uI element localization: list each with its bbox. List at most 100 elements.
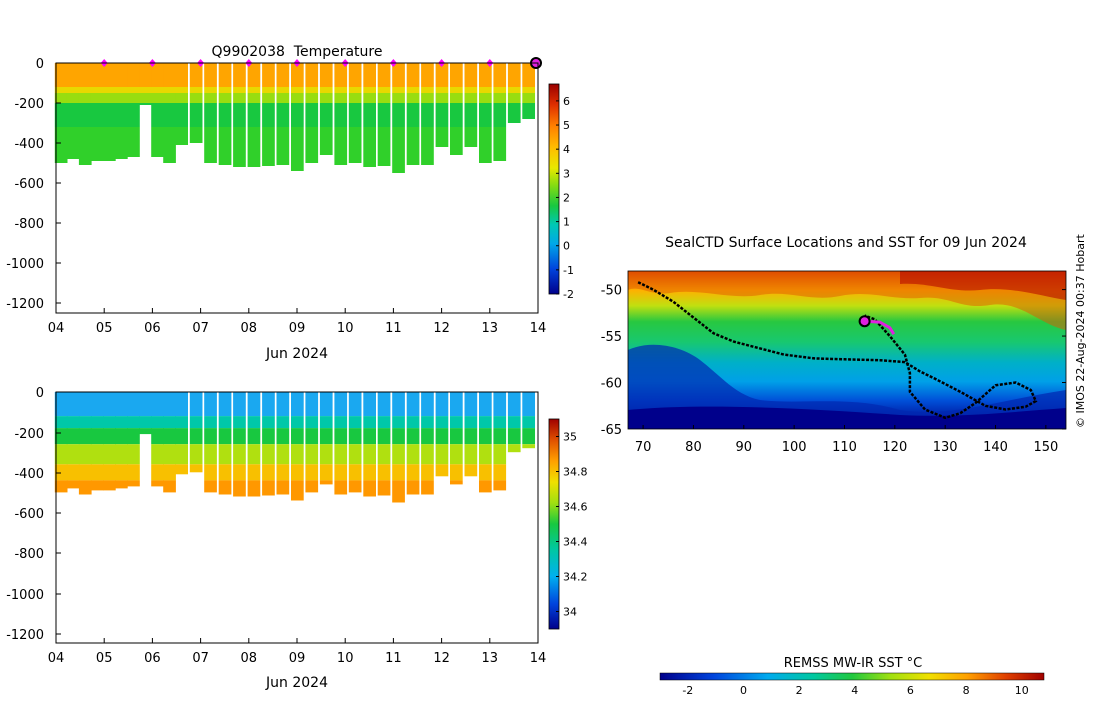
profile-cell — [493, 416, 507, 429]
colorbar-tick-label: 6 — [563, 95, 570, 108]
profile-cell — [377, 127, 391, 166]
profile-cell — [435, 93, 449, 103]
sst-map-field — [628, 271, 1066, 429]
profile-cell — [163, 444, 176, 465]
profile-cell — [348, 428, 362, 445]
profile-cell — [435, 63, 449, 87]
profile-cell — [262, 428, 275, 445]
profile-cell — [66, 87, 80, 93]
profile-cell — [291, 127, 304, 171]
x-tick: 09 — [289, 638, 305, 666]
profile-cell — [435, 87, 449, 93]
y-tick-label: -1000 — [6, 588, 44, 603]
y-tick: 0 — [36, 57, 61, 72]
profile-cell — [363, 416, 376, 429]
profile-cell — [103, 87, 116, 93]
x-tick-label: 06 — [144, 651, 161, 666]
profile-cell — [319, 480, 333, 485]
profile-cell — [262, 464, 275, 481]
profile-cell — [435, 464, 449, 477]
y-tick: -200 — [14, 97, 61, 112]
profile-cell — [78, 63, 92, 87]
profile-cell — [204, 480, 217, 493]
y-tick: -1200 — [6, 297, 61, 312]
colorbar-tick-label: 35 — [563, 431, 577, 444]
profile-cell — [139, 93, 152, 103]
profile-cell — [348, 464, 362, 481]
profile-cell — [151, 103, 164, 127]
profile-cell — [54, 444, 68, 465]
profile-cell — [233, 392, 246, 417]
profile-cell — [450, 93, 463, 103]
profile-cell — [319, 103, 333, 127]
x-tick-label: 110 — [832, 440, 857, 455]
profile-cell — [247, 87, 261, 93]
profile-cell — [233, 103, 246, 127]
profile-cell — [103, 464, 116, 481]
colorbar-tick-label: 4 — [851, 684, 858, 697]
profile-cell — [90, 103, 104, 127]
profile-cell — [464, 464, 478, 477]
profile-cell — [450, 103, 463, 127]
profile-cell — [115, 63, 128, 87]
y-tick: -600 — [14, 177, 61, 192]
profile-cell — [305, 93, 319, 103]
profile-cell — [319, 416, 333, 429]
profile-cell — [334, 93, 348, 103]
profile-cell — [276, 416, 290, 429]
profile-cell — [334, 480, 348, 495]
profile-cell — [493, 392, 507, 417]
x-tick-label: 08 — [241, 651, 258, 666]
y-tick-label: -800 — [14, 217, 44, 232]
profile-cell — [54, 63, 68, 87]
profile-cell — [421, 93, 434, 103]
profile-cell — [115, 464, 128, 481]
profile-cell — [377, 87, 391, 93]
profile-cell — [103, 444, 116, 465]
profile-cell — [90, 127, 104, 161]
profile-cell — [291, 464, 304, 481]
profile-cell — [218, 63, 232, 87]
y-tick-label: 0 — [36, 386, 44, 401]
profile-cell — [435, 428, 449, 445]
y-tick-label: -200 — [14, 97, 44, 112]
profile-cell — [163, 480, 176, 493]
profile-cell — [175, 63, 188, 87]
profile-cell — [305, 127, 319, 163]
colorbar-tick-label: 34 — [563, 606, 577, 619]
x-tick: 05 — [96, 638, 112, 666]
profile-cell — [348, 103, 362, 127]
x-tick-label: 10 — [337, 651, 354, 666]
profile-cell — [319, 428, 333, 445]
profile-cell — [392, 103, 405, 127]
x-tick-label: 07 — [192, 321, 209, 336]
x-tick-label: 08 — [241, 321, 258, 336]
profile-cell — [262, 444, 275, 465]
profile-cell — [348, 444, 362, 465]
profile-cell — [377, 103, 391, 127]
x-tick: 09 — [289, 308, 305, 336]
profile-cell — [90, 87, 104, 93]
profile-cell — [377, 392, 391, 417]
profile-cell — [377, 428, 391, 445]
profile-cell — [218, 444, 232, 465]
profile-cell — [522, 93, 535, 103]
profile-cell — [493, 444, 507, 465]
x-tick: 07 — [192, 638, 209, 666]
profile-cell — [406, 444, 420, 465]
profile-cell — [450, 428, 463, 445]
x-tick: 13 — [482, 638, 498, 666]
profile-cell — [233, 87, 246, 93]
profile-cell — [406, 87, 420, 93]
x-tick-label: 130 — [933, 440, 958, 455]
colorbar-tick-label: 0 — [563, 240, 570, 253]
profile-cell — [363, 444, 376, 465]
profile-cell — [479, 392, 492, 417]
profile-cell — [151, 464, 164, 481]
profile-cell — [127, 87, 140, 93]
profile-cell — [127, 444, 140, 465]
x-tick: 06 — [144, 638, 161, 666]
profile-cell — [276, 464, 290, 481]
sst-map-title: SealCTD Surface Locations and SST for 09… — [665, 235, 1027, 251]
x-tick-label: 14 — [530, 321, 547, 336]
